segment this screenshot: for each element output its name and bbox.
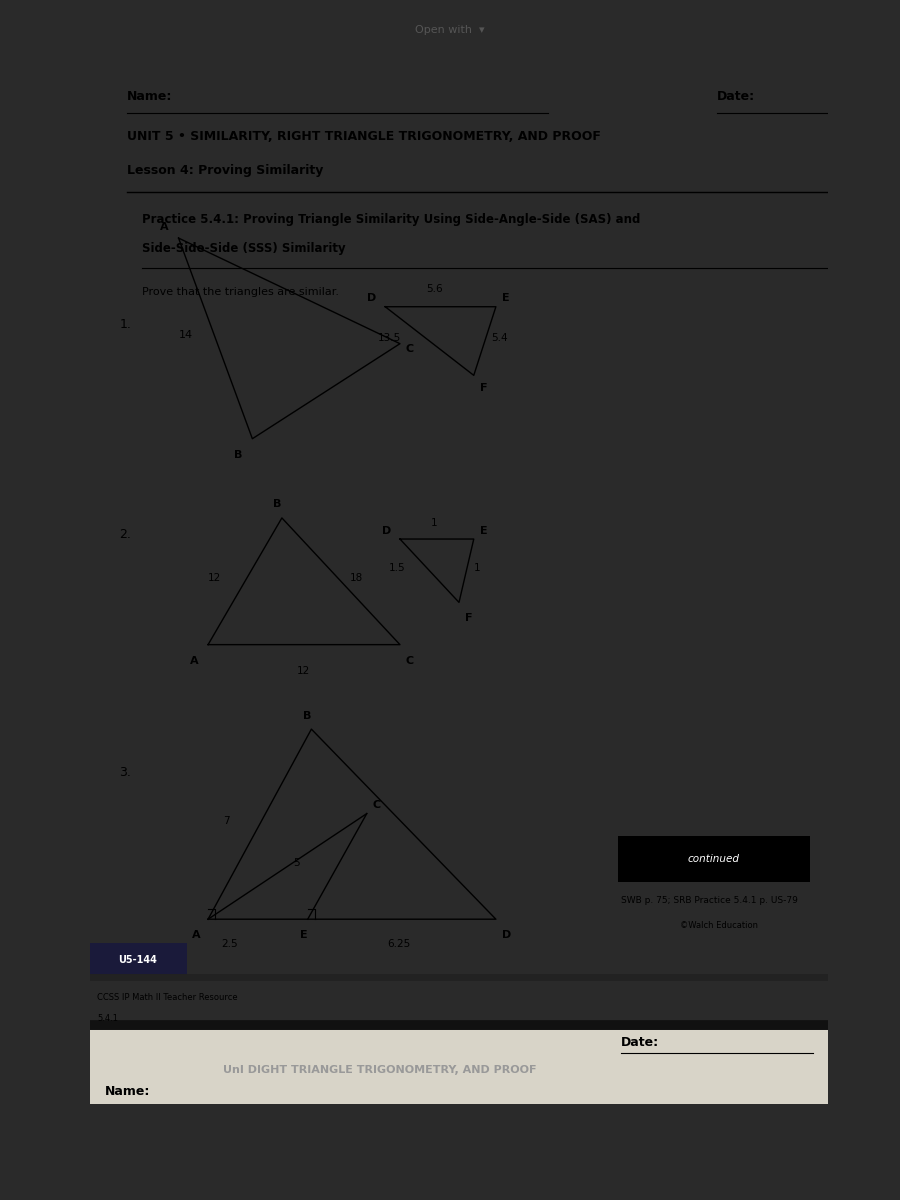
- Text: 18: 18: [350, 574, 363, 583]
- Text: 5.6: 5.6: [426, 284, 443, 294]
- Text: B: B: [273, 499, 282, 509]
- Text: Practice 5.4.1: Proving Triangle Similarity Using Side-Angle-Side (SAS) and: Practice 5.4.1: Proving Triangle Similar…: [141, 212, 640, 226]
- Text: E: E: [301, 930, 308, 941]
- Text: Name:: Name:: [127, 90, 172, 103]
- FancyBboxPatch shape: [617, 835, 809, 882]
- Text: F: F: [465, 613, 472, 624]
- Text: 14: 14: [178, 330, 193, 341]
- Text: E: E: [480, 526, 487, 535]
- Text: C: C: [406, 655, 414, 666]
- Text: F: F: [480, 383, 487, 394]
- Text: 1: 1: [473, 563, 481, 572]
- Text: SWB p. 75; SRB Practice 5.4.1 p. US-79: SWB p. 75; SRB Practice 5.4.1 p. US-79: [621, 896, 798, 905]
- Text: E: E: [502, 294, 509, 304]
- Text: 5.4.1: 5.4.1: [97, 1014, 119, 1024]
- Text: 5: 5: [293, 858, 300, 869]
- Text: D: D: [382, 526, 391, 535]
- Text: C: C: [406, 344, 414, 354]
- FancyBboxPatch shape: [90, 1030, 828, 1104]
- FancyBboxPatch shape: [88, 943, 187, 977]
- Text: 12: 12: [297, 666, 310, 677]
- Text: U5-144: U5-144: [119, 955, 158, 965]
- Text: Prove that the triangles are similar.: Prove that the triangles are similar.: [141, 287, 338, 296]
- Text: 6.25: 6.25: [387, 938, 410, 949]
- Text: B: B: [302, 710, 310, 720]
- Text: 2.: 2.: [120, 528, 131, 541]
- Text: 1.5: 1.5: [389, 563, 406, 572]
- Text: 1.: 1.: [120, 318, 131, 331]
- Text: UNIT 5 • SIMILARITY, RIGHT TRIANGLE TRIGONOMETRY, AND PROOF: UNIT 5 • SIMILARITY, RIGHT TRIANGLE TRIG…: [127, 131, 601, 143]
- Text: 13.5: 13.5: [378, 334, 401, 343]
- Text: D: D: [366, 294, 376, 304]
- Text: A: A: [190, 655, 198, 666]
- Text: B: B: [234, 450, 242, 460]
- Text: 2.5: 2.5: [221, 938, 238, 949]
- Text: continued: continued: [688, 854, 740, 864]
- Text: D: D: [502, 930, 511, 941]
- Text: CCSS IP Math II Teacher Resource: CCSS IP Math II Teacher Resource: [97, 994, 238, 1002]
- Text: A: A: [192, 930, 201, 941]
- Text: ©Walch Education: ©Walch Education: [680, 922, 759, 930]
- Text: Lesson 4: Proving Similarity: Lesson 4: Proving Similarity: [127, 164, 323, 178]
- Text: Date:: Date:: [717, 90, 755, 103]
- Text: A: A: [160, 222, 168, 232]
- Text: Date:: Date:: [621, 1037, 660, 1049]
- Text: 1: 1: [431, 518, 437, 528]
- Text: Name:: Name:: [104, 1085, 150, 1098]
- Text: 5.4: 5.4: [491, 334, 508, 343]
- Text: 12: 12: [208, 574, 221, 583]
- Text: 3.: 3.: [120, 766, 131, 779]
- Text: 7: 7: [223, 816, 230, 826]
- Text: C: C: [373, 800, 381, 810]
- Text: UnI DIGHT TRIANGLE TRIGONOMETRY, AND PROOF: UnI DIGHT TRIANGLE TRIGONOMETRY, AND PRO…: [223, 1066, 536, 1075]
- Text: Side-Side-Side (SSS) Similarity: Side-Side-Side (SSS) Similarity: [141, 242, 346, 256]
- Text: Open with  ▾: Open with ▾: [415, 25, 485, 35]
